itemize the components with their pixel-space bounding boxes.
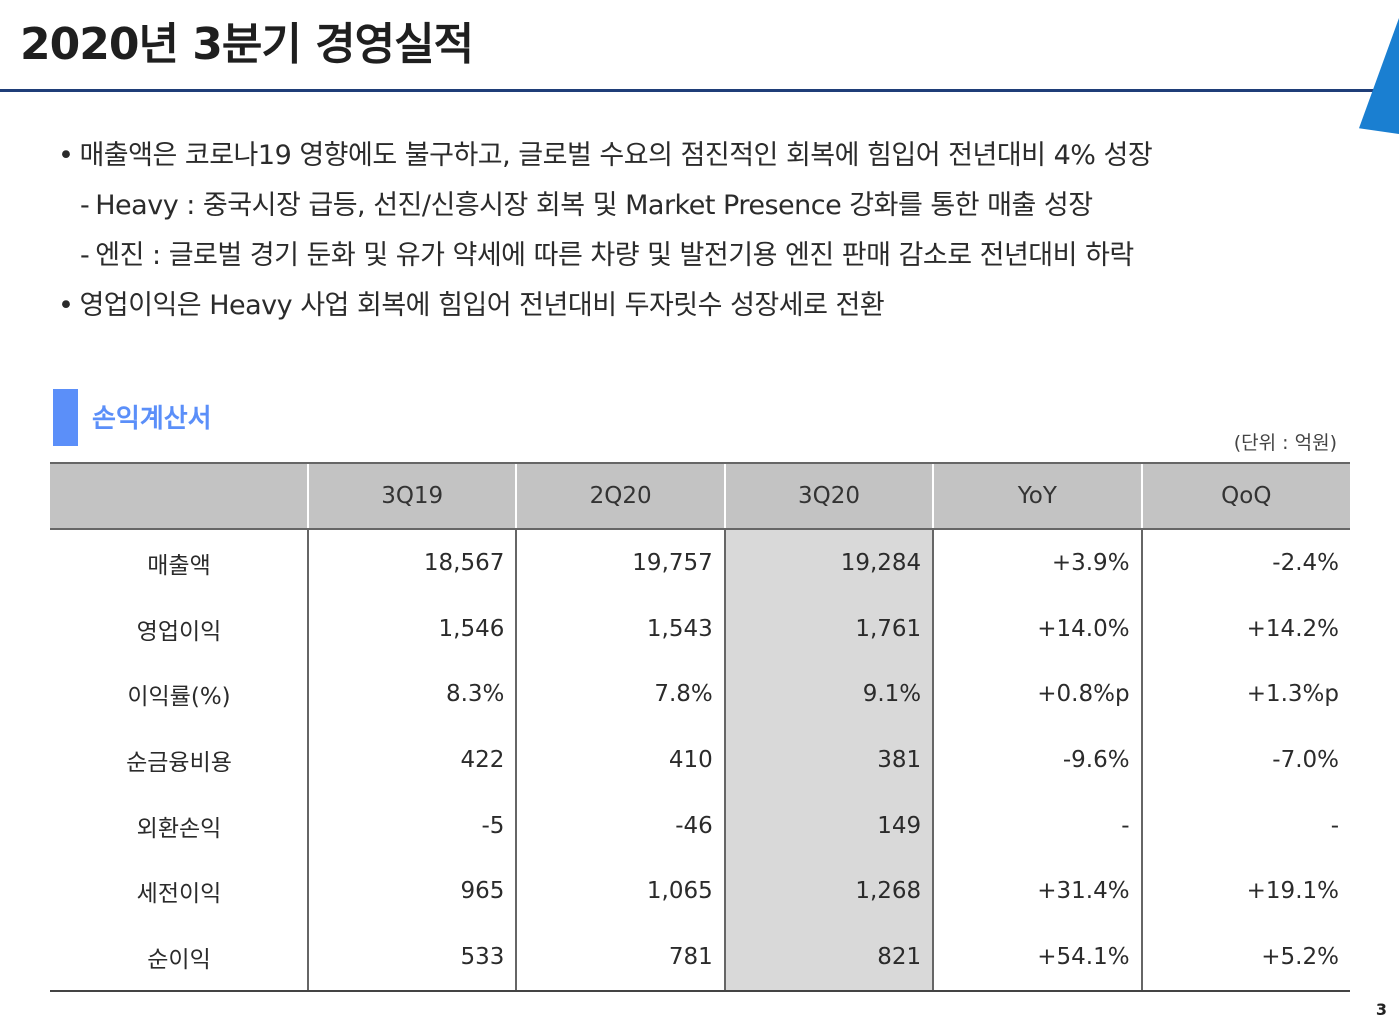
table-cell: 19,284 — [723, 529, 934, 596]
table-cell: +0.8%p — [932, 661, 1142, 728]
bullet-heavy: - Heavy : 중국시장 급등, 선진/신흥시장 회복 및 Market Pr… — [58, 181, 1358, 231]
table-cell: +5.2% — [1140, 924, 1350, 992]
unit-label: (단위 : 억원) — [1233, 432, 1337, 454]
corner-decoration — [1359, 18, 1399, 134]
table-header-row: 3Q19 2Q20 3Q20 YoY QoQ — [50, 462, 1350, 530]
table-cell: +54.1% — [932, 924, 1142, 992]
table-row: 외환손익 -5 -46 149 - - — [50, 792, 1350, 859]
table-cell: 965 — [306, 858, 517, 925]
table-cell: 821 — [723, 924, 934, 992]
table-row: 영업이익 1,546 1,543 1,761 +14.0% +14.2% — [50, 595, 1350, 662]
summary-bullets: • 매출액은 코로나19 영향에도 불구하고, 글로벌 수요의 점진적인 회복에 … — [58, 131, 1358, 331]
section-accent-bar — [53, 389, 78, 446]
table-cell: 19,757 — [515, 529, 725, 596]
table-cell: 18,567 — [306, 529, 517, 596]
table-row: 순금융비용 422 410 381 -9.6% -7.0% — [50, 727, 1350, 793]
table-row: 순이익 533 781 821 +54.1% +5.2% — [50, 924, 1350, 992]
header-cell: 3Q19 — [306, 462, 517, 530]
table-row: 매출액 18,567 19,757 19,284 +3.9% -2.4% — [50, 529, 1350, 596]
table-cell: 781 — [515, 924, 725, 992]
header-cell: YoY — [932, 462, 1142, 530]
table-cell: -2.4% — [1140, 529, 1350, 596]
bullet-text: 매출액은 코로나19 영향에도 불구하고, 글로벌 수요의 점진적인 회복에 힘… — [79, 140, 1153, 171]
bullet-mark: - — [80, 240, 90, 271]
header-cell: QoQ — [1140, 462, 1350, 530]
table-cell: 422 — [306, 727, 517, 793]
row-label: 이익률(%) — [127, 684, 231, 711]
row-label: 세전이익 — [136, 881, 222, 908]
bullet-mark: • — [58, 140, 74, 171]
table-cell: -5 — [306, 792, 517, 859]
bullet-mark: - — [80, 190, 90, 221]
page-title: 2020년 3분기 경영실적 — [20, 19, 474, 70]
table-row: 세전이익 965 1,065 1,268 +31.4% +19.1% — [50, 858, 1350, 925]
table-cell: 381 — [723, 727, 934, 793]
row-label: 순이익 — [50, 924, 308, 992]
table-cell: -7.0% — [1140, 727, 1350, 793]
table-cell: - — [1140, 792, 1350, 859]
bullet-text: Heavy : 중국시장 급등, 선진/신흥시장 회복 및 Market Pre… — [95, 190, 1093, 221]
table-cell: +3.9% — [932, 529, 1142, 596]
table-cell: 1,268 — [723, 858, 934, 925]
bullet-mark: • — [58, 290, 74, 321]
table-cell: 1,546 — [306, 595, 517, 662]
table-cell: 8.3% — [306, 661, 517, 728]
table-cell: 9.1% — [723, 661, 934, 728]
income-statement-table: 3Q19 2Q20 3Q20 YoY QoQ 매출액 18,567 19,757… — [50, 462, 1350, 992]
header-cell — [50, 462, 308, 530]
header-cell: 2Q20 — [515, 462, 725, 530]
table-cell: 7.8% — [515, 661, 725, 728]
bullet-engine: - 엔진 : 글로벌 경기 둔화 및 유가 약세에 따른 차량 및 발전기용 엔진… — [58, 231, 1358, 281]
header-cell: 3Q20 — [723, 462, 934, 530]
table-cell: 1,761 — [723, 595, 934, 662]
bullet-operating-profit: • 영업이익은 Heavy 사업 회복에 힘입어 전년대비 두자릿수 성장세로 전… — [58, 281, 1358, 331]
table-cell: +19.1% — [1140, 858, 1350, 925]
row-label: 순금융비용 — [126, 749, 232, 776]
table-row: 이익률(%) 8.3% 7.8% 9.1% +0.8%p +1.3%p — [50, 661, 1350, 728]
table-cell: -46 — [515, 792, 725, 859]
row-label: 외환손익 — [136, 815, 222, 842]
table-cell: +31.4% — [932, 858, 1142, 925]
table-cell: +14.2% — [1140, 595, 1350, 662]
bullet-text: 엔진 : 글로벌 경기 둔화 및 유가 약세에 따른 차량 및 발전기용 엔진 … — [95, 240, 1134, 271]
table-cell: 149 — [723, 792, 934, 859]
row-label: 매출액 — [147, 552, 211, 579]
table-cell: -9.6% — [932, 727, 1142, 793]
table-cell: 533 — [306, 924, 517, 992]
section-title: 손익계산서 — [92, 404, 212, 434]
page-number: 3 — [1375, 1000, 1387, 1019]
table-cell: +14.0% — [932, 595, 1142, 662]
table-cell: - — [932, 792, 1142, 859]
bullet-revenue: • 매출액은 코로나19 영향에도 불구하고, 글로벌 수요의 점진적인 회복에 … — [58, 131, 1358, 181]
table-cell: 1,543 — [515, 595, 725, 662]
bullet-text: 영업이익은 Heavy 사업 회복에 힘입어 전년대비 두자릿수 성장세로 전환 — [79, 290, 885, 321]
table-cell: +1.3%p — [1140, 661, 1350, 728]
table-cell: 1,065 — [515, 858, 725, 925]
row-label: 영업이익 — [136, 618, 222, 645]
table-cell: 410 — [515, 727, 725, 793]
title-divider — [0, 89, 1385, 92]
